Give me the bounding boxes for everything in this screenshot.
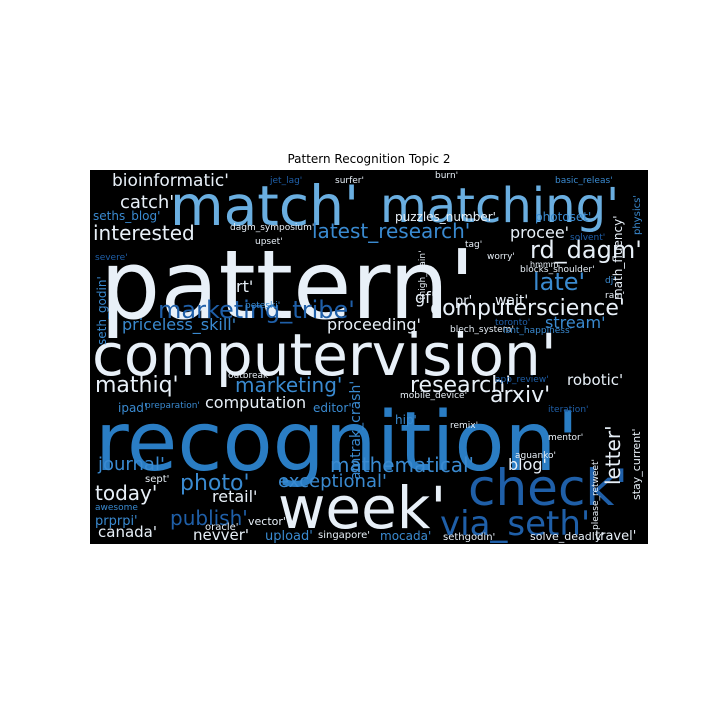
word: puzzles_number' bbox=[395, 210, 496, 224]
word: oracle' bbox=[205, 522, 239, 533]
word: peteski' bbox=[245, 301, 280, 311]
word: today' bbox=[95, 481, 157, 505]
word: nevver' bbox=[193, 526, 249, 544]
word: tag' bbox=[465, 240, 482, 250]
word-cloud: pattern'computervision'recognition' match… bbox=[92, 171, 643, 544]
word: journal' bbox=[97, 454, 165, 475]
word: marketing' bbox=[235, 373, 342, 397]
word: mentor' bbox=[548, 433, 583, 443]
word: iteration' bbox=[548, 405, 589, 415]
chart-title: Pattern Recognition Topic 2 bbox=[287, 152, 450, 166]
word: pattern' bbox=[100, 231, 475, 341]
word: physics' bbox=[632, 195, 643, 235]
word: marketing_tribe' bbox=[158, 296, 355, 324]
word: recognition' bbox=[95, 395, 579, 490]
word: blech_system' bbox=[450, 325, 514, 335]
word: seth_godin' bbox=[95, 276, 109, 345]
word: blog' bbox=[508, 455, 547, 474]
word: jet_lag' bbox=[269, 176, 302, 186]
word: upset' bbox=[255, 237, 283, 247]
word: proceeding' bbox=[327, 315, 421, 334]
word: upload' bbox=[265, 529, 313, 544]
word: rt' bbox=[236, 277, 253, 296]
word: computerscience' bbox=[430, 296, 625, 321]
word: outbreak' bbox=[228, 371, 271, 381]
word: solve_deadly' bbox=[530, 530, 604, 543]
word: aguanko' bbox=[515, 451, 556, 461]
word: priceless_skill' bbox=[122, 315, 236, 335]
word: mocada' bbox=[380, 529, 431, 543]
word: thigh_pain' bbox=[418, 250, 428, 300]
word: mathiq' bbox=[95, 373, 179, 398]
word: editor' bbox=[313, 401, 352, 415]
word: pr' bbox=[455, 294, 472, 309]
word: bioinformatic' bbox=[112, 171, 229, 191]
word: solvent' bbox=[570, 233, 605, 243]
word: sept' bbox=[145, 474, 169, 485]
cloud-background bbox=[90, 170, 648, 544]
word: rain' bbox=[605, 291, 625, 301]
word: basic_releas' bbox=[555, 176, 613, 186]
word: mobile_device' bbox=[400, 391, 467, 401]
word: hip' bbox=[395, 413, 417, 427]
word: awesome bbox=[95, 503, 138, 513]
word: remix' bbox=[450, 421, 478, 431]
word: mathematical' bbox=[330, 453, 474, 477]
word: research' bbox=[410, 373, 511, 398]
word: gf' bbox=[415, 288, 435, 307]
word: wait' bbox=[495, 293, 528, 309]
word: arxiv' bbox=[490, 383, 550, 408]
word: amtrak_crash' bbox=[348, 381, 364, 480]
word: blocks_shoulder' bbox=[520, 265, 595, 275]
word: letter' bbox=[601, 425, 625, 485]
word: stream' bbox=[545, 313, 605, 332]
word: check' bbox=[468, 459, 628, 517]
word: ipad' bbox=[118, 401, 147, 415]
word: toronto' bbox=[495, 318, 530, 328]
word: travel' bbox=[595, 529, 636, 544]
word: computervision' bbox=[92, 321, 557, 389]
word: procee' bbox=[510, 223, 569, 242]
word: publish' bbox=[170, 506, 248, 530]
word: rd_dagm' bbox=[530, 236, 642, 264]
word: seths_blog' bbox=[93, 209, 160, 223]
word: singapore' bbox=[318, 530, 370, 541]
word: dagm_symposium' bbox=[230, 223, 314, 233]
word: retail' bbox=[212, 487, 257, 506]
word: via_seth' bbox=[440, 504, 590, 544]
word: isnt_happiness' bbox=[503, 326, 572, 336]
word: catch' bbox=[120, 192, 174, 213]
word: severe' bbox=[95, 253, 128, 263]
word: photoset' bbox=[535, 210, 591, 224]
word: interested bbox=[93, 221, 195, 245]
word: canada' bbox=[98, 523, 157, 541]
word: worry' bbox=[487, 252, 515, 262]
word: hmmm bbox=[530, 260, 559, 269]
word: surfer' bbox=[335, 176, 364, 186]
word: vector' bbox=[248, 515, 286, 528]
word: burn' bbox=[435, 171, 458, 181]
word: robotic' bbox=[567, 371, 623, 389]
word: please_retweet' bbox=[591, 459, 601, 530]
word: week' bbox=[278, 474, 446, 542]
word: preparation' bbox=[145, 401, 200, 411]
word: match' bbox=[170, 174, 359, 238]
word: sethgodin' bbox=[443, 532, 495, 543]
word: stay_current' bbox=[630, 429, 643, 501]
word: matching' bbox=[380, 178, 619, 234]
word: app_review' bbox=[495, 375, 549, 385]
word: latest_research' bbox=[312, 219, 470, 243]
word: computation bbox=[205, 393, 306, 412]
word: math_fluency' bbox=[611, 215, 625, 300]
word: photo' bbox=[180, 471, 250, 496]
word: prprpi' bbox=[95, 514, 138, 529]
word: exceptional' bbox=[278, 471, 387, 492]
word: late' bbox=[533, 268, 585, 296]
word: dj' bbox=[605, 276, 616, 286]
